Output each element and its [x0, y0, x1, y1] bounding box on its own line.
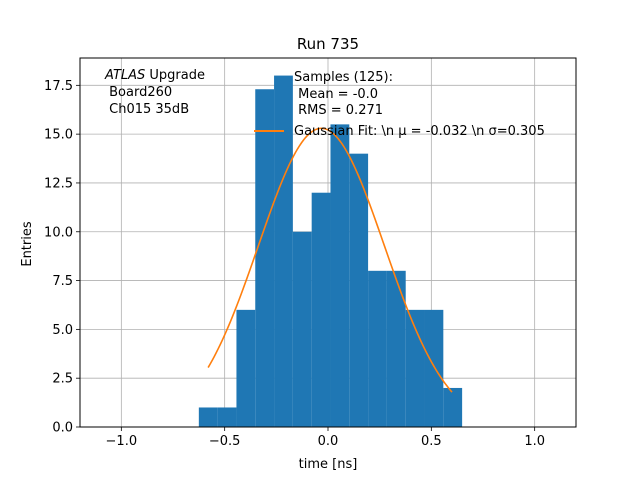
y-tick-label-6: 15.0: [44, 128, 73, 143]
x-tick-label-1: −0.5: [209, 434, 241, 449]
x-tick-label-4: 1.0: [524, 434, 545, 449]
gaussian-fit-line: [207, 127, 453, 393]
chart-title: Run 735: [297, 35, 359, 53]
y-tick-label-2: 5.0: [52, 323, 73, 338]
histogram-bar-10: [386, 270, 406, 427]
histogram-bar-1: [217, 407, 237, 427]
gaussian-fit-curve: [207, 127, 453, 393]
y-tick-label-5: 12.5: [44, 176, 73, 191]
y-tick-label-7: 17.5: [44, 79, 73, 94]
histogram-bar-7: [330, 124, 350, 427]
atlas-annotation: ATLAS Upgrade Board260 Ch015 35dB: [104, 68, 205, 117]
y-tick-label-0: 0.0: [52, 421, 73, 436]
histogram-bar-5: [292, 231, 312, 427]
legend-mean: Mean = -0.0: [294, 87, 378, 102]
histogram-bar-4: [274, 75, 293, 428]
y-tick-label-4: 10.0: [44, 225, 73, 240]
x-tick-label-2: 0.0: [318, 434, 339, 449]
x-tick-label-0: −1.0: [106, 434, 138, 449]
annotation-atlas: ATLAS: [104, 68, 145, 83]
annotation-line-1: ATLAS Upgrade: [104, 68, 205, 83]
annotation-board: Board260: [105, 85, 172, 100]
y-tick-label-1: 2.5: [52, 372, 73, 387]
x-tick-label-3: 0.5: [421, 434, 442, 449]
histogram-bar-6: [311, 192, 331, 427]
histogram-bars: [198, 75, 463, 428]
y-axis-ticks: 0.0 2.5 5.0 7.5 10.0 12.5 15.0 17.5: [44, 79, 80, 436]
annotation-upgrade: Upgrade: [145, 68, 205, 83]
histogram-bar-13: [443, 387, 463, 427]
legend-fit-label: Gaussian Fit: \n μ = -0.032 \n σ=0.305: [294, 124, 545, 139]
histogram-bar-2: [236, 309, 256, 427]
histogram-bar-3: [255, 89, 275, 427]
annotation-channel: Ch015 35dB: [105, 102, 189, 117]
histogram-bar-9: [368, 270, 387, 427]
legend-samples: Samples (125):: [294, 70, 393, 85]
histogram-bar-12: [424, 309, 444, 427]
y-axis-label: Entries: [20, 221, 35, 267]
histogram-bar-0: [198, 407, 218, 427]
y-tick-label-3: 7.5: [52, 274, 73, 289]
legend: Samples (125): Mean = -0.0 RMS = 0.271 G…: [254, 70, 545, 139]
histogram-bar-8: [349, 153, 369, 427]
x-axis-ticks: −1.0 −0.5 0.0 0.5 1.0: [106, 427, 545, 449]
legend-rms: RMS = 0.271: [294, 103, 383, 118]
x-axis-label: time [ns]: [299, 457, 358, 472]
